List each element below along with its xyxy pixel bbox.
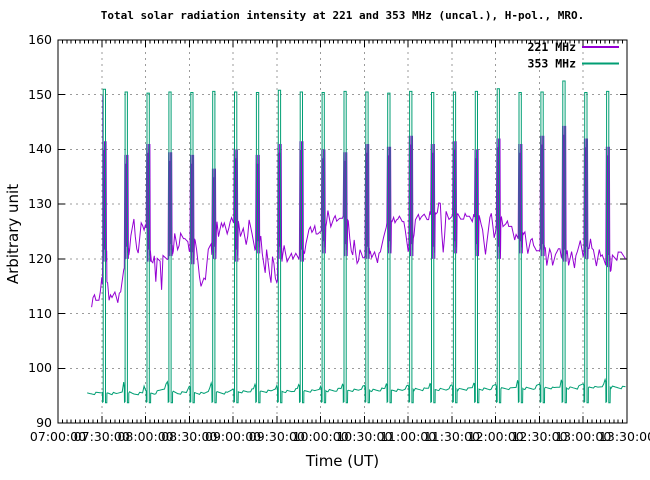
x-tick-label: 11:00:00: [380, 429, 437, 444]
y-tick-label: 90: [36, 415, 52, 430]
x-tick-label: 11:30:00: [423, 429, 480, 444]
series-line-353-mhz: [87, 80, 626, 404]
x-tick-label: 10:30:00: [336, 429, 393, 444]
y-tick-label: 130: [28, 196, 52, 212]
x-tick-label: 13:30:00: [598, 429, 650, 444]
y-tick-label: 110: [28, 305, 52, 321]
x-tick-label: 08:00:00: [117, 429, 174, 444]
x-tick-label: 12:00:00: [467, 429, 524, 444]
y-tick-label: 120: [28, 250, 52, 266]
legend-label-221-mhz: 221 MHz: [528, 40, 577, 54]
x-axis-title: Time (UT): [305, 452, 380, 470]
plot-border: [57, 39, 628, 424]
series-line-221-mhz: [91, 95, 626, 308]
y-tick-label: 160: [28, 32, 52, 47]
chart-title: Total solar radiation intensity at 221 a…: [100, 9, 585, 22]
y-tick-label: 140: [28, 141, 52, 157]
x-tick-label: 08:30:00: [161, 429, 218, 444]
x-tick-label: 07:30:00: [73, 429, 130, 444]
legend-label-353-mhz: 353 MHz: [528, 57, 577, 71]
y-tick-label: 100: [28, 360, 52, 376]
x-tick-label: 09:00:00: [204, 429, 262, 444]
x-tick-label: 13:00:00: [555, 429, 612, 444]
x-tick-label: 09:30:00: [248, 429, 305, 444]
y-tick-label: 150: [28, 86, 52, 102]
x-tick-label: 07:00:00: [29, 429, 87, 444]
x-tick-label: 10:00:00: [292, 429, 349, 444]
x-tick-label: 12:30:00: [511, 429, 568, 444]
